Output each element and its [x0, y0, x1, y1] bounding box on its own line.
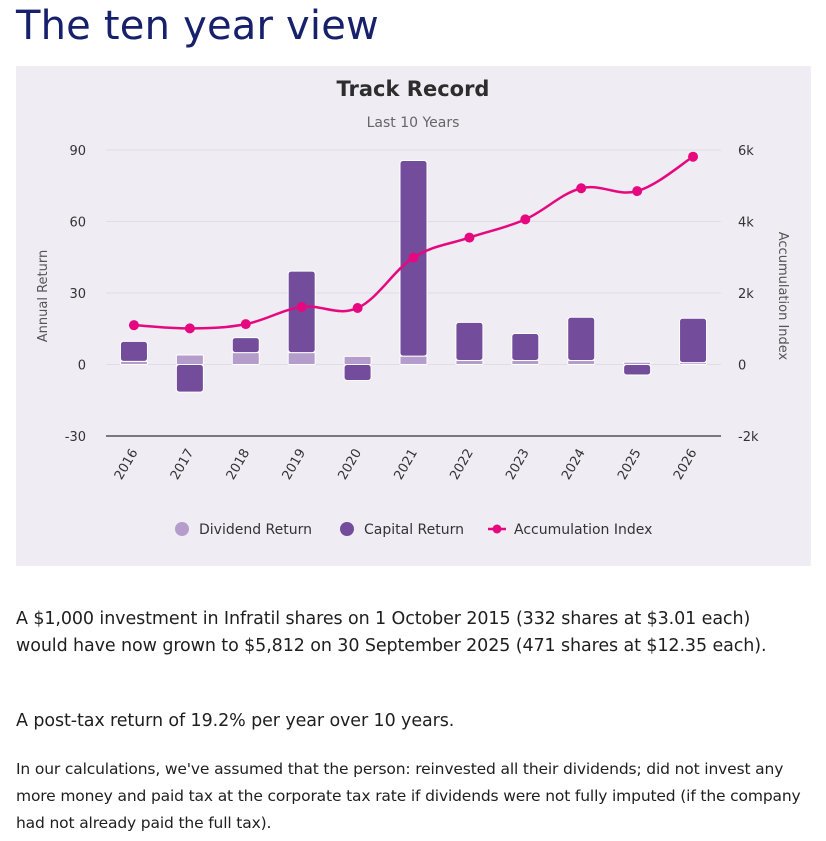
- x-tick-label: 2020: [336, 447, 366, 483]
- legend-item-dividend-return: Dividend Return: [175, 522, 312, 538]
- accumulation-index-point: [128, 320, 139, 331]
- bar-capital-return: [455, 321, 484, 361]
- x-tick-label: 2022: [447, 447, 477, 483]
- x-tick-label: 2016: [112, 447, 142, 483]
- legend-marker-icon: [340, 522, 354, 536]
- y-tick-label: -30: [65, 430, 86, 445]
- accumulation-index-point: [408, 252, 419, 263]
- bar-dividend-return: [343, 355, 372, 366]
- accumulation-index-point: [464, 232, 475, 243]
- investment-summary-paragraph: A $1,000 investment in Infratil shares o…: [16, 609, 767, 656]
- legend-item-capital-return: Capital Return: [340, 522, 464, 538]
- y2-axis-title: Accumulation Index: [775, 232, 790, 361]
- legend-label: Dividend Return: [199, 522, 312, 538]
- track-record-chart: Track Record Last 10 Years -30 0 30 60 90 -2…: [16, 66, 811, 566]
- bar-capital-return: [511, 333, 540, 361]
- chart-subtitle: Last 10 Years: [367, 115, 460, 131]
- return-summary-paragraph: A post-tax return of 19.2% per year over…: [16, 711, 455, 731]
- x-tick-label: 2024: [559, 447, 589, 483]
- accumulation-index-point: [520, 214, 531, 225]
- line-series: [128, 151, 699, 334]
- y-axis-title: Annual Return: [36, 250, 51, 342]
- accumulation-index-point: [632, 186, 643, 197]
- y2-tick-label: 0: [738, 359, 746, 374]
- legend-marker-icon: [175, 522, 189, 536]
- legend: Dividend Return Capital Return Accumulatio…: [175, 522, 652, 538]
- legend-marker-icon: [492, 524, 502, 534]
- y2-tick-label: -2k: [738, 430, 759, 445]
- accumulation-index-point: [240, 319, 251, 330]
- y-tick-label: 0: [78, 359, 86, 374]
- x-tick-label: 2026: [671, 447, 701, 483]
- x-tick-label: 2018: [224, 447, 254, 483]
- y-axis-ticks: -30 0 30 60 90: [65, 144, 86, 445]
- x-tick-label: 2025: [615, 447, 645, 483]
- x-tick-label: 2023: [503, 447, 533, 483]
- bar-capital-return: [175, 364, 204, 393]
- bar-dividend-return: [567, 359, 596, 366]
- accumulation-index-point: [296, 301, 307, 312]
- accumulation-index-point: [576, 183, 587, 194]
- accumulation-index-point: [184, 323, 195, 334]
- y2-tick-label: 2k: [738, 287, 754, 302]
- bar-dividend-return: [511, 359, 540, 366]
- bar-capital-return: [119, 340, 148, 362]
- accumulation-index-point: [352, 303, 363, 314]
- x-axis-ticks: 2016 2017 2018 2019 2020 2021 2022 2023 2024 2025…: [112, 447, 701, 483]
- bar-dividend-return: [399, 355, 428, 365]
- y2-tick-label: 4k: [738, 216, 754, 231]
- bar-dividend-return: [287, 352, 316, 366]
- y2-tick-label: 6k: [738, 144, 754, 159]
- x-tick-label: 2019: [280, 447, 310, 483]
- y-tick-label: 90: [69, 144, 86, 159]
- page-title: The ten year view: [16, 3, 379, 49]
- bar-capital-return: [231, 337, 260, 354]
- bar-dividend-return: [231, 352, 260, 366]
- legend-item-accumulation-index: Accumulation Index: [488, 522, 652, 538]
- bar-capital-return: [567, 316, 596, 361]
- bar-capital-return: [343, 364, 372, 381]
- y2-axis-ticks: -2k 0 2k 4k 6k: [738, 144, 759, 445]
- chart-svg: Track Record Last 10 Years -30 0 30 60 90 -2…: [36, 77, 790, 538]
- accumulation-index-point: [688, 151, 699, 162]
- bar-capital-return: [623, 364, 652, 376]
- bar-series: [119, 159, 708, 393]
- chart-title: Track Record: [337, 77, 490, 101]
- legend-label: Capital Return: [364, 522, 464, 538]
- legend-label: Accumulation Index: [514, 522, 652, 538]
- y-tick-label: 30: [69, 287, 86, 302]
- x-tick-label: 2021: [391, 447, 421, 483]
- y-tick-label: 60: [69, 216, 86, 231]
- bar-dividend-return: [175, 354, 204, 366]
- bar-capital-return: [679, 317, 708, 364]
- x-tick-label: 2017: [168, 447, 198, 483]
- bar-dividend-return: [455, 359, 484, 366]
- assumptions-paragraph: In our calculations, we've assumed that …: [16, 760, 801, 832]
